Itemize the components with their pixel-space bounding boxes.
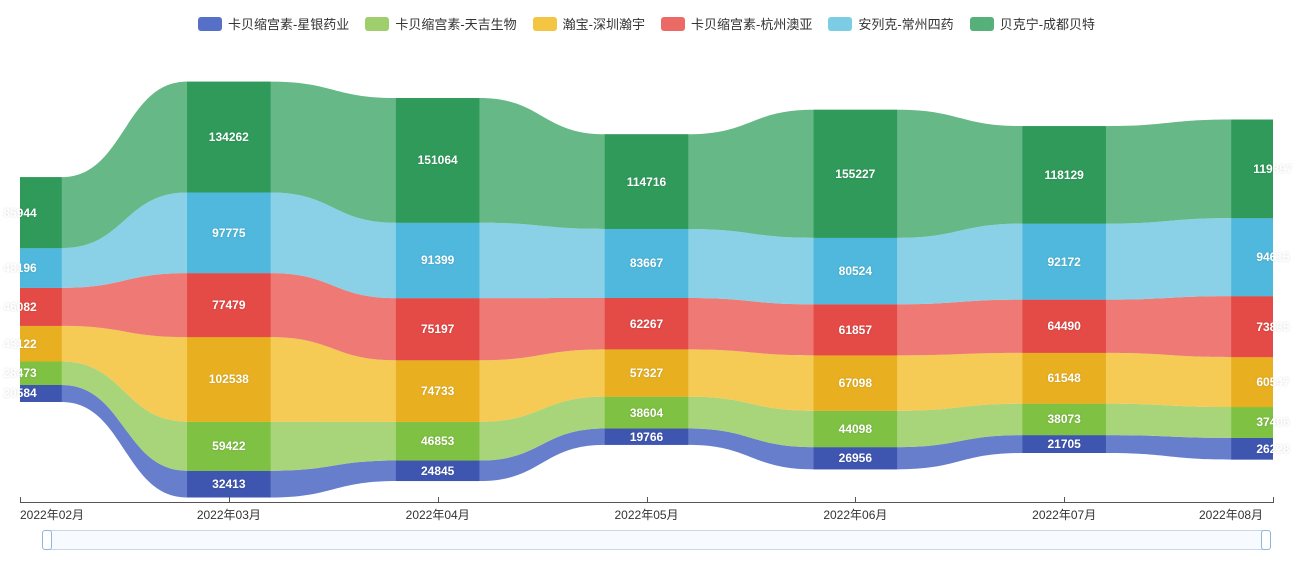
tick-label: 2022年07月 — [1032, 506, 1096, 523]
value-label: 26956 — [839, 451, 872, 465]
tick-line — [1064, 497, 1065, 503]
value-label: 46082 — [3, 300, 36, 314]
legend-item[interactable]: 卡贝缩宫素-星银药业 — [198, 14, 349, 33]
value-label: 57327 — [630, 366, 663, 380]
value-label: 83667 — [630, 256, 663, 270]
value-label: 80524 — [839, 264, 872, 278]
value-label: 26228 — [1256, 442, 1289, 456]
tick-line — [438, 497, 439, 503]
value-label: 48196 — [3, 261, 36, 275]
value-label: 119397 — [1253, 162, 1292, 176]
value-label: 91399 — [421, 253, 454, 267]
value-label: 24845 — [421, 464, 454, 478]
legend-label: 安列克-常州四药 — [858, 14, 953, 33]
value-label: 155227 — [835, 167, 875, 181]
legend-label: 卡贝缩宫素-星银药业 — [228, 14, 349, 33]
value-label: 94615 — [1256, 250, 1289, 264]
tick-label: 2022年02月 — [20, 506, 84, 523]
value-label: 62267 — [630, 317, 663, 331]
value-label: 75197 — [421, 322, 454, 336]
tick-line — [229, 497, 230, 503]
value-label: 44098 — [839, 422, 872, 436]
value-label: 151064 — [418, 153, 458, 167]
tick-line — [20, 497, 21, 503]
legend: 卡贝缩宫素-星银药业 卡贝缩宫素-天吉生物 瀚宝-深圳瀚宇 卡贝缩宫素-杭州澳亚 安列克… — [0, 14, 1293, 34]
legend-label: 贝克宁-成都贝特 — [1000, 14, 1095, 33]
value-label: 102538 — [209, 372, 249, 386]
value-label: 64490 — [1047, 319, 1080, 333]
value-label: 61857 — [839, 323, 872, 337]
value-label: 74733 — [421, 384, 454, 398]
data-zoom-slider[interactable] — [45, 530, 1268, 550]
tick-label: 2022年05月 — [615, 506, 679, 523]
value-label: 134262 — [209, 130, 249, 144]
value-label: 97775 — [212, 226, 245, 240]
tick-label: 2022年04月 — [406, 506, 470, 523]
value-label: 46853 — [421, 434, 454, 448]
tick-line — [855, 497, 856, 503]
legend-label: 瀚宝-深圳瀚宇 — [563, 14, 645, 33]
legend-item[interactable]: 卡贝缩宫素-杭州澳亚 — [661, 14, 812, 33]
value-label: 32413 — [212, 477, 245, 491]
value-label: 118129 — [1044, 168, 1083, 182]
value-label: 28473 — [3, 366, 36, 380]
legend-swatch — [828, 17, 852, 31]
value-label: 61548 — [1047, 371, 1080, 385]
value-label: 85944 — [3, 206, 36, 220]
tick-label: 2022年06月 — [823, 506, 887, 523]
value-label: 67098 — [839, 376, 872, 390]
value-label: 37406 — [1256, 415, 1289, 429]
tick-label: 2022年08月 — [1199, 506, 1263, 523]
tick-line — [647, 497, 648, 503]
value-label: 43122 — [3, 337, 36, 351]
legend-swatch — [198, 17, 222, 31]
legend-swatch — [970, 17, 994, 31]
legend-label: 卡贝缩宫素-天吉生物 — [395, 14, 516, 33]
legend-swatch — [533, 17, 557, 31]
legend-swatch — [661, 17, 685, 31]
value-label: 73835 — [1256, 320, 1289, 334]
legend-item[interactable]: 贝克宁-成都贝特 — [970, 14, 1095, 33]
tick-label: 2022年03月 — [197, 506, 261, 523]
value-label: 59422 — [212, 439, 245, 453]
legend-item[interactable]: 安列克-常州四药 — [828, 14, 953, 33]
value-label: 60547 — [1256, 375, 1289, 389]
zoom-handle-right[interactable] — [1261, 530, 1271, 550]
tick-line — [1273, 497, 1274, 503]
zoom-handle-left[interactable] — [42, 530, 52, 550]
value-label: 20584 — [3, 386, 36, 400]
legend-item[interactable]: 瀚宝-深圳瀚宇 — [533, 14, 645, 33]
value-label: 21705 — [1047, 437, 1080, 451]
legend-swatch — [365, 17, 389, 31]
value-label: 114716 — [627, 175, 666, 189]
legend-label: 卡贝缩宫素-杭州澳亚 — [691, 14, 812, 33]
value-label: 38073 — [1047, 412, 1080, 426]
value-label: 77479 — [212, 298, 245, 312]
x-axis: 2022年02月 2022年03月 2022年04月 2022年05月 2022年06月… — [20, 502, 1273, 523]
value-label: 38604 — [630, 406, 663, 420]
value-label: 92172 — [1047, 255, 1080, 269]
legend-item[interactable]: 卡贝缩宫素-天吉生物 — [365, 14, 516, 33]
value-label: 19766 — [630, 430, 663, 444]
